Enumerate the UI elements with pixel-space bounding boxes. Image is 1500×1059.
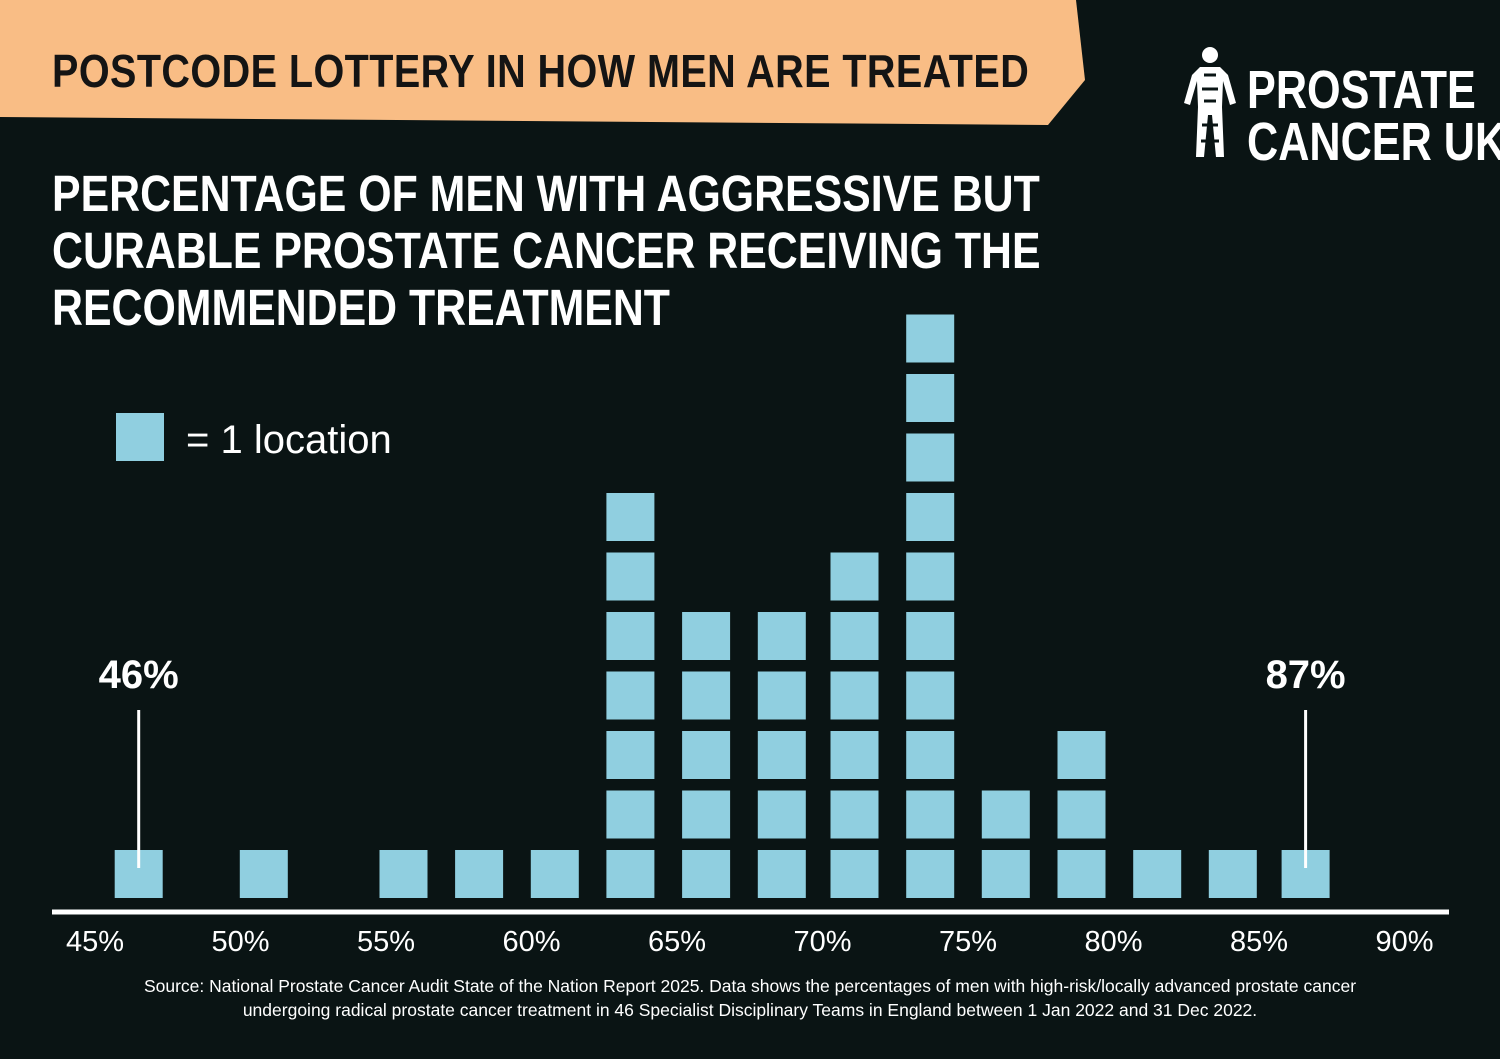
location-square <box>379 850 428 898</box>
location-square <box>830 731 879 779</box>
location-square <box>906 671 955 720</box>
location-square <box>830 671 879 720</box>
logo-line-2: CANCER UK <box>1247 112 1500 172</box>
location-square <box>906 314 955 363</box>
location-square <box>682 850 731 898</box>
location-square <box>906 850 955 898</box>
x-tick-label: 75% <box>939 926 997 958</box>
location-square <box>682 671 731 720</box>
location-square <box>906 552 955 601</box>
location-square <box>1057 731 1106 779</box>
location-square <box>757 671 806 720</box>
legend-swatch <box>116 413 164 461</box>
location-square <box>906 612 955 660</box>
location-square <box>830 552 879 601</box>
location-square <box>606 552 655 601</box>
x-tick-label: 85% <box>1230 926 1288 958</box>
location-square <box>606 850 655 898</box>
annotation-label: 46% <box>99 653 179 697</box>
legend-label: = 1 location <box>186 418 392 462</box>
location-square <box>830 612 879 660</box>
location-square <box>682 790 731 839</box>
header-banner <box>0 0 1085 125</box>
x-tick-label: 80% <box>1084 926 1142 958</box>
location-square <box>757 790 806 839</box>
location-square <box>606 671 655 720</box>
location-square <box>530 850 579 898</box>
location-square <box>757 731 806 779</box>
chart-title-line-1: PERCENTAGE OF MEN WITH AGGRESSIVE BUT <box>52 165 1040 222</box>
location-square <box>906 433 955 482</box>
location-square <box>830 790 879 839</box>
banner-title: POSTCODE LOTTERY IN HOW MEN ARE TREATED <box>52 45 1030 97</box>
location-square <box>455 850 504 898</box>
x-tick-label: 90% <box>1375 926 1433 958</box>
location-square <box>906 374 955 422</box>
x-tick-label: 65% <box>648 926 706 958</box>
source-line-2: undergoing radical prostate cancer treat… <box>242 1000 1258 1020</box>
location-square <box>606 731 655 779</box>
annotation-label: 87% <box>1266 653 1346 697</box>
x-tick-label: 70% <box>793 926 851 958</box>
location-square <box>906 493 955 541</box>
location-square <box>757 850 806 898</box>
location-square <box>682 731 731 779</box>
location-square <box>981 850 1030 898</box>
location-square <box>830 850 879 898</box>
source-line-1: Source: National Prostate Cancer Audit S… <box>143 976 1357 996</box>
location-square <box>1208 850 1257 898</box>
location-square <box>606 790 655 839</box>
x-tick-label: 50% <box>211 926 269 958</box>
location-square <box>906 731 955 779</box>
location-square <box>981 790 1030 839</box>
location-square <box>239 850 288 898</box>
location-square <box>1057 790 1106 839</box>
x-tick-label: 45% <box>66 926 124 958</box>
location-square <box>757 612 806 660</box>
location-square <box>606 493 655 541</box>
location-square <box>1057 850 1106 898</box>
chart-title-line-2: CURABLE PROSTATE CANCER RECEIVING THE <box>52 222 1041 279</box>
man-figure-icon <box>1184 47 1236 157</box>
chart-title-line-3: RECOMMENDED TREATMENT <box>52 279 670 336</box>
location-square <box>906 790 955 839</box>
logo-line-1: PROSTATE <box>1247 60 1476 120</box>
location-square <box>1133 850 1182 898</box>
x-tick-label: 60% <box>502 926 560 958</box>
logo: PROSTATE CANCER UK <box>1180 45 1500 170</box>
location-square <box>606 612 655 660</box>
location-square <box>682 612 731 660</box>
x-tick-label: 55% <box>357 926 415 958</box>
